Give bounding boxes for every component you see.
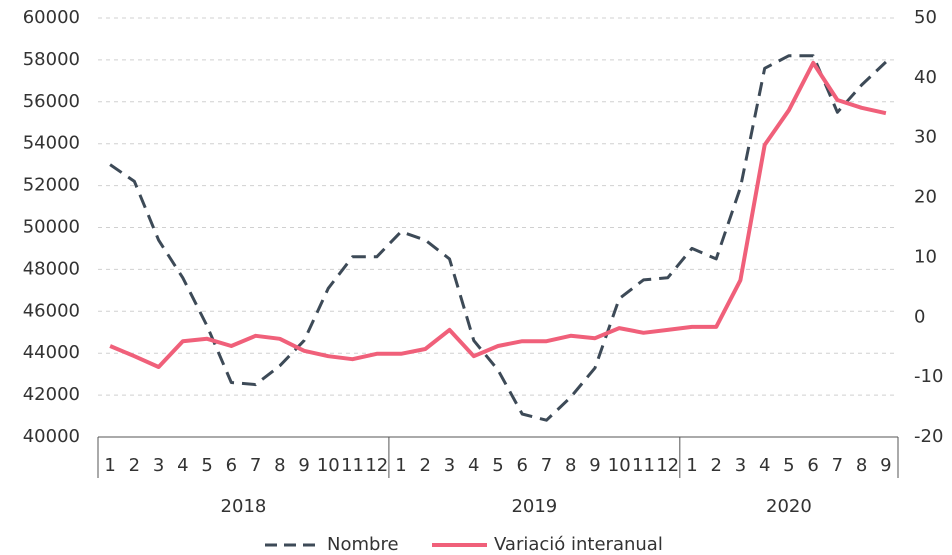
x-tick-label: 1: [395, 455, 406, 476]
y-tick-label: 50000: [23, 217, 80, 238]
x-tick-label: 10: [608, 455, 631, 476]
x-tick-label: 2: [129, 455, 140, 476]
x-tick-label: 1: [686, 455, 697, 476]
x-tick-label: 8: [856, 455, 867, 476]
y-tick-label: 48000: [23, 258, 80, 279]
x-tick-label: 11: [632, 455, 655, 476]
x-tick-label: 9: [298, 455, 309, 476]
x-tick-label: 6: [517, 455, 528, 476]
x-tick-label: 5: [201, 455, 212, 476]
y-tick-label: 44000: [23, 342, 80, 363]
x-tick-label: 8: [274, 455, 285, 476]
y2-tick-label: 10: [914, 246, 937, 267]
y-tick-label: 54000: [23, 133, 80, 154]
x-tick-label: 11: [341, 455, 364, 476]
series-line: [109, 54, 887, 422]
x-tick-label: 3: [153, 455, 164, 476]
y-tick-label: 42000: [23, 384, 80, 405]
x-tick-label: 6: [226, 455, 237, 476]
x-tick-label: 8: [565, 455, 576, 476]
series-line: [109, 60, 887, 369]
x-group-label: 2018: [221, 496, 267, 517]
x-tick-label: 6: [807, 455, 818, 476]
y-tick-label: 60000: [23, 7, 80, 28]
x-tick-label: 9: [589, 455, 600, 476]
x-tick-label: 2: [710, 455, 721, 476]
y-tick-label: 52000: [23, 175, 80, 196]
y-tick-label: 40000: [23, 426, 80, 447]
y2-tick-label: -20: [914, 426, 943, 447]
x-tick-label: 7: [832, 455, 843, 476]
x-tick-label: 4: [468, 455, 479, 476]
x-tick-label: 10: [317, 455, 340, 476]
x-tick-label: 5: [783, 455, 794, 476]
x-group-label: 2019: [511, 496, 557, 517]
x-tick-label: 12: [365, 455, 388, 476]
x-tick-label: 7: [541, 455, 552, 476]
x-tick-label: 4: [177, 455, 188, 476]
y2-tick-label: -10: [914, 366, 943, 387]
x-tick-label: 1: [104, 455, 115, 476]
y2-tick-label: 0: [914, 306, 925, 327]
legend-label: Nombre: [327, 534, 399, 555]
y2-tick-label: 30: [914, 127, 937, 148]
y-tick-label: 56000: [23, 91, 80, 112]
legend-label: Variació interanual: [494, 534, 663, 555]
y-tick-label: 46000: [23, 300, 80, 321]
y2-tick-label: 20: [914, 187, 937, 208]
y2-tick-label: 50: [914, 7, 937, 28]
x-tick-label: 12: [656, 455, 679, 476]
x-group-label: 2020: [766, 496, 812, 517]
x-tick-label: 4: [759, 455, 770, 476]
x-tick-label: 7: [250, 455, 261, 476]
x-tick-label: 2: [420, 455, 431, 476]
y-tick-label: 58000: [23, 49, 80, 70]
x-tick-label: 9: [880, 455, 891, 476]
x-tick-label: 3: [735, 455, 746, 476]
x-tick-label: 5: [492, 455, 503, 476]
x-tick-label: 3: [444, 455, 455, 476]
y2-tick-label: 40: [914, 67, 937, 88]
